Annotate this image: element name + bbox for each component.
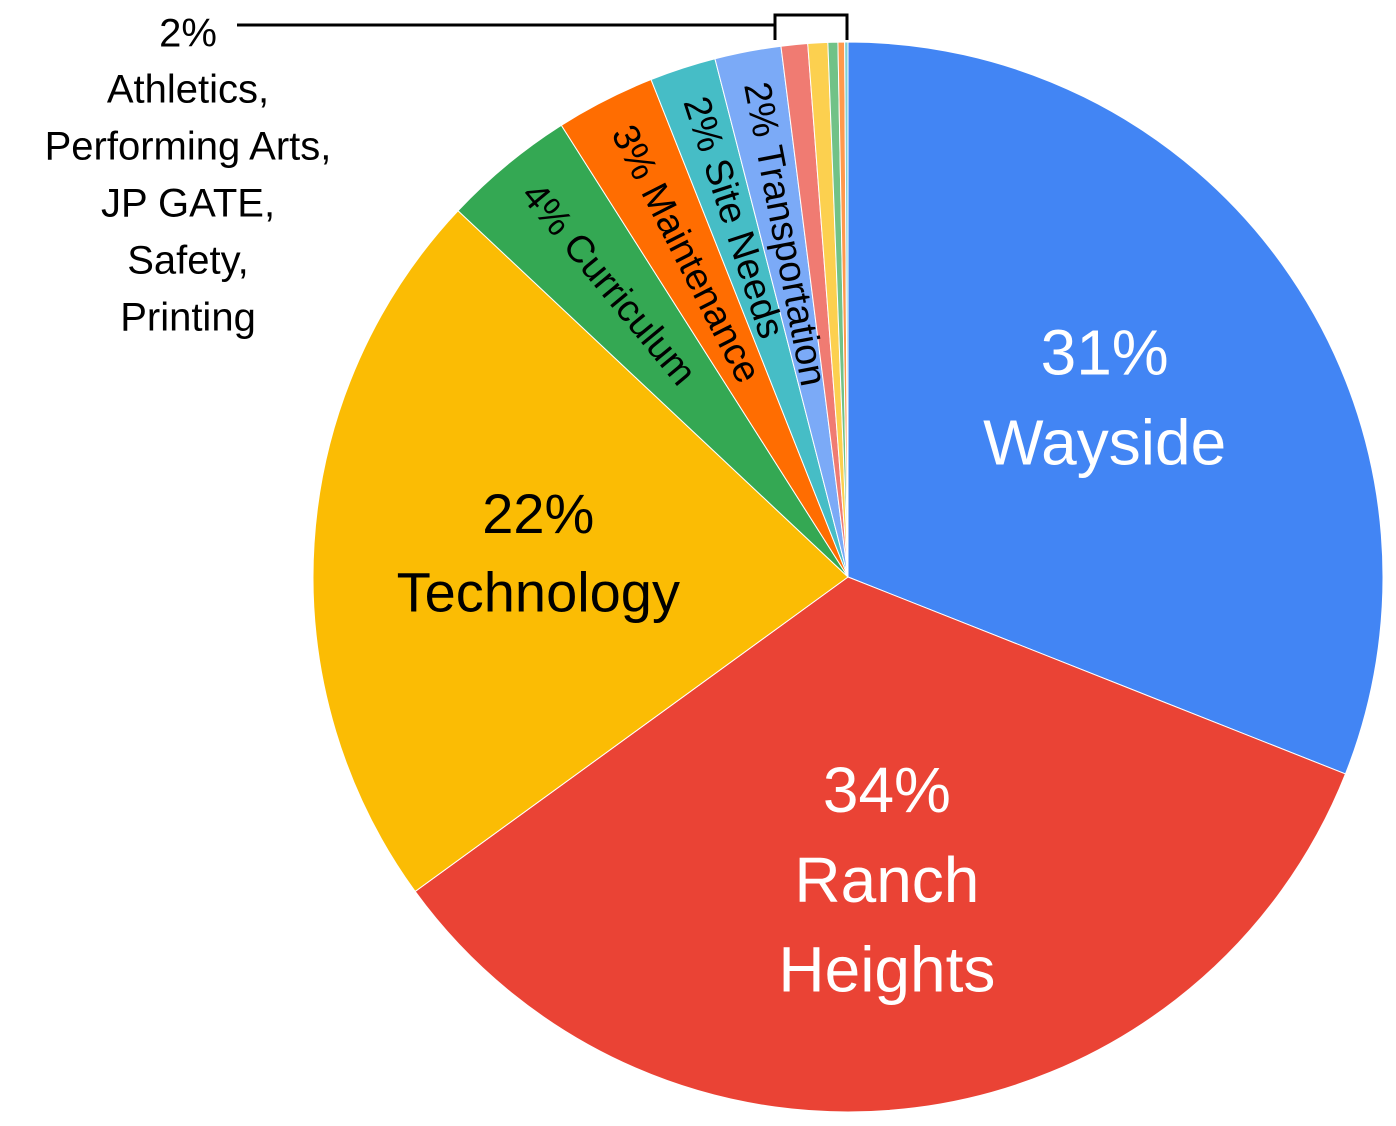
group-label-line: JP GATE, [101,182,275,226]
slice-label: Wayside [983,406,1226,478]
slices [312,41,1384,1113]
group-label-line: Performing Arts, [45,125,332,169]
group-label-line: Safety, [127,239,249,283]
pie-slice [312,210,849,893]
pie-slice [844,41,849,578]
slice-label: Ranch Heights [778,844,995,1006]
group-label-line: Athletics, [107,68,269,112]
group-label-line: Printing [120,296,256,340]
group-value-label: 2% [159,12,217,56]
slice-value-label: 2% [735,79,787,141]
slice-value-label: 34% [823,754,951,826]
pie-slice [847,41,1384,775]
slice-value-label: 22% [482,482,594,545]
slice-value-label: 31% [1041,317,1169,389]
pie-slice [414,576,1347,1113]
slice-label: Technology [397,561,680,624]
leader-line [237,13,849,40]
